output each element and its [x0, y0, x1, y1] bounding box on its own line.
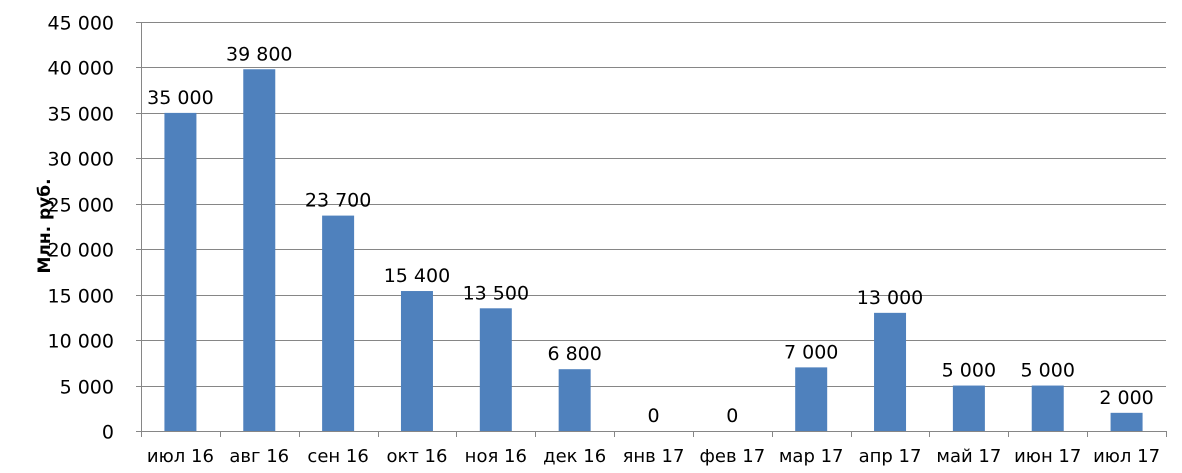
data-labels: 35 000 39 800 23 700 15 400 13 500 6 800 0 0 7 0… [147, 43, 1154, 427]
data-label: 7 000 [784, 341, 838, 363]
bar [1031, 385, 1064, 431]
x-tick-label: июл 16 [147, 446, 214, 467]
data-label: 23 700 [305, 190, 371, 212]
x-tick-label: авг 16 [229, 446, 289, 467]
x-tick-labels: июл 16 авг 16 сен 16 окт 16 ноя 16 дек 16 янв … [147, 446, 1160, 467]
data-label: 5 000 [1021, 360, 1075, 382]
y-tick-label: 20 000 [48, 240, 114, 262]
bar [322, 215, 355, 431]
x-tick-label: июн 17 [1014, 446, 1081, 467]
data-label: 6 800 [547, 343, 601, 365]
bar [479, 308, 512, 431]
x-tick-label: янв 17 [623, 446, 685, 467]
data-label: 15 400 [384, 265, 450, 287]
data-label: 35 000 [147, 87, 213, 109]
x-tick-label: фев 17 [699, 446, 765, 467]
x-tick-label: июл 17 [1093, 446, 1160, 467]
bar [164, 112, 197, 431]
x-tick-label: апр 17 [859, 446, 922, 467]
bar [795, 367, 828, 431]
x-tick-label: мар 17 [779, 446, 844, 467]
data-label: 2 000 [1099, 387, 1153, 409]
y-tick-label: 10 000 [48, 331, 114, 353]
data-label: 13 000 [857, 287, 923, 309]
y-axis-label: Млн. руб. [35, 178, 55, 273]
y-tick-label: 25 000 [48, 195, 114, 217]
y-tick-label: 40 000 [48, 58, 114, 80]
x-tick-label: сен 16 [307, 446, 368, 467]
bar [400, 291, 433, 431]
data-label: 0 [647, 405, 659, 427]
x-tick-label: дек 16 [543, 446, 606, 467]
y-tick-label: 45 000 [48, 13, 114, 35]
bar [558, 369, 591, 431]
y-tick-label: 5 000 [60, 377, 114, 399]
bar [874, 312, 907, 431]
bar [243, 69, 276, 432]
axes [136, 22, 1167, 437]
y-tick-label: 0 [102, 422, 114, 444]
y-tick-label: 15 000 [48, 286, 114, 308]
bar [952, 385, 985, 431]
gridlines [141, 22, 1166, 387]
y-tick-label: 30 000 [48, 149, 114, 171]
data-label: 5 000 [942, 360, 996, 382]
data-label: 0 [726, 405, 738, 427]
y-tick-labels: 0 5 000 10 000 15 000 20 000 25 000 30 000 35 0… [48, 13, 114, 444]
x-tick-label: ноя 16 [465, 446, 527, 467]
x-tick-label: окт 16 [386, 446, 447, 467]
x-tick-label: май 17 [936, 446, 1001, 467]
y-tick-label: 35 000 [48, 104, 114, 126]
data-label: 13 500 [463, 282, 529, 304]
data-label: 39 800 [226, 43, 292, 65]
bar [1110, 412, 1143, 431]
bars [164, 69, 1143, 432]
